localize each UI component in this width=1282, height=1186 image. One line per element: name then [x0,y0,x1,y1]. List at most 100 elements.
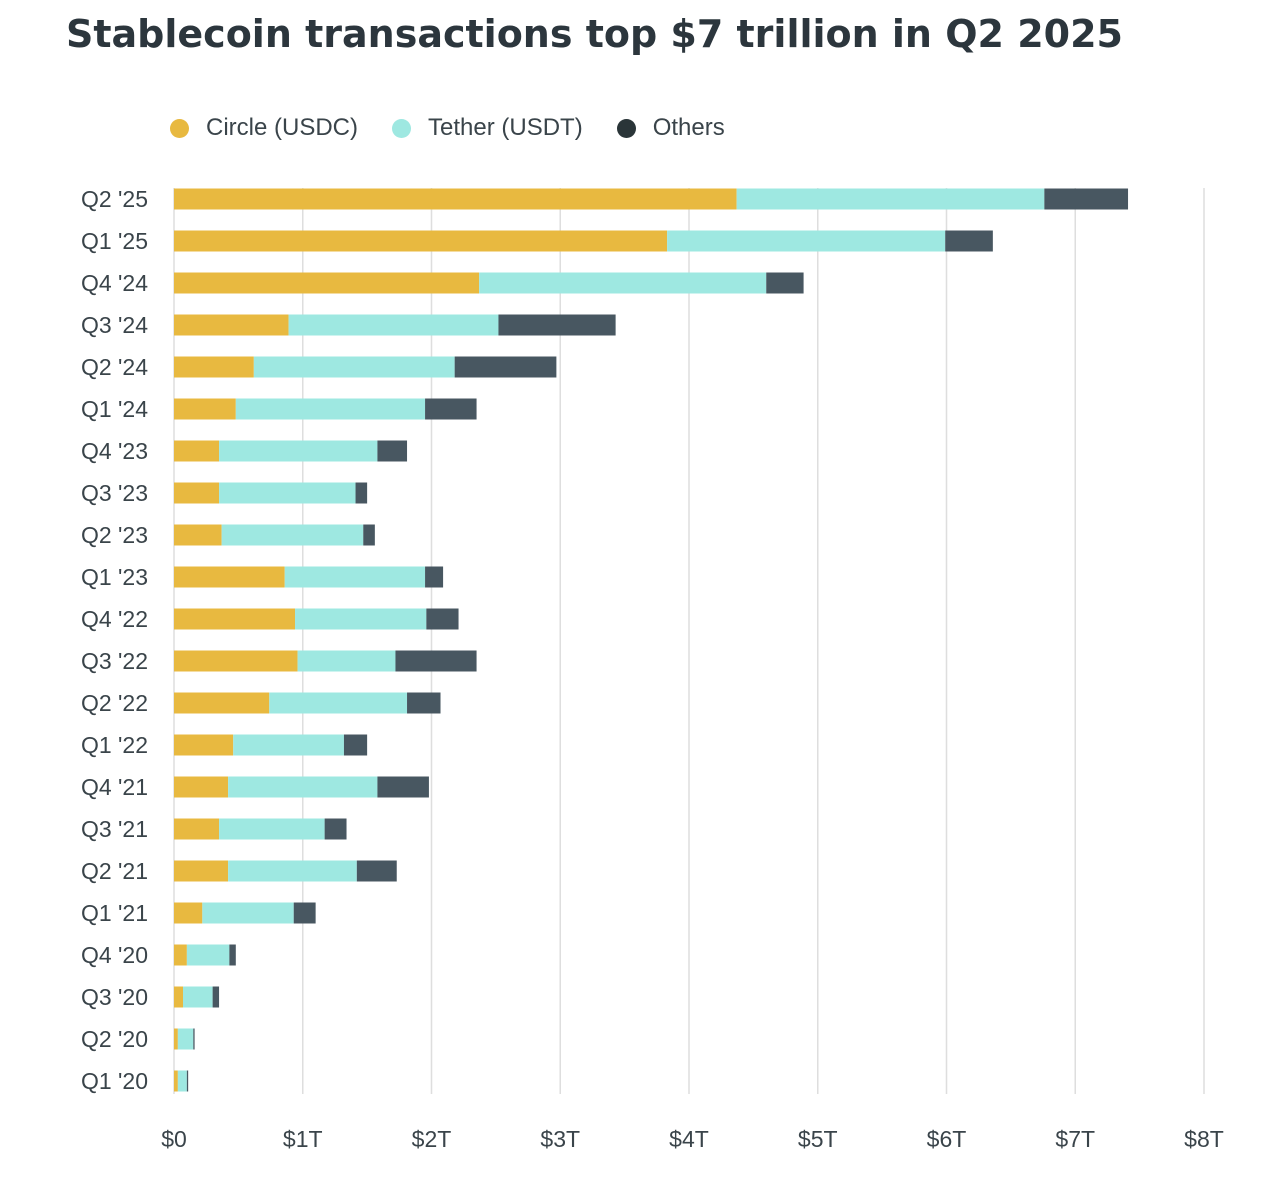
y-category-label: Q4 '20 [81,942,148,968]
chart-title: Stablecoin transactions top $7 trillion … [66,12,1123,56]
legend-label-others: Others [652,114,725,141]
y-category-label: Q2 '23 [81,522,148,548]
bar-segment-tether[interactable]: Q4 '22 Tether (USDT) [295,608,427,630]
bar-segment-circle[interactable]: Q2 '24 Circle (USDC) [174,356,254,378]
bar-segment-tether[interactable]: Q3 '24 Tether (USDT) [288,314,499,336]
bar-segment-others[interactable]: Q4 '21 Others [377,776,429,798]
bar-segment-circle[interactable]: Q1 '25 Circle (USDC) [174,230,668,252]
legend-item-circle[interactable]: Circle (USDC) [170,114,358,142]
bar-segment-tether[interactable]: Q4 '20 Tether (USDT) [186,944,230,966]
legend-item-others[interactable]: Others [616,114,725,142]
bar-segment-others[interactable]: Q1 '25 Others [945,230,993,252]
y-category-label: Q3 '23 [81,480,148,506]
bar-segment-tether[interactable]: Q2 '24 Tether (USDT) [253,356,455,378]
bar-segment-others[interactable]: Q3 '22 Others [395,650,477,672]
bar-segment-others[interactable]: Q2 '24 Others [454,356,557,378]
y-category-label: Q3 '20 [81,984,148,1010]
bar-segment-tether[interactable]: Q1 '20 Tether (USDT) [177,1070,187,1092]
bar-segment-tether[interactable]: Q4 '24 Tether (USDT) [479,272,767,294]
y-category-label: Q1 '21 [81,900,148,926]
y-category-label: Q2 '25 [81,186,148,212]
bar-segment-circle[interactable]: Q2 '23 Circle (USDC) [174,524,222,546]
bar-segment-circle[interactable]: Q4 '23 Circle (USDC) [174,440,220,462]
bar-segment-tether[interactable]: Q3 '23 Tether (USDT) [219,482,356,504]
bar-segment-others[interactable]: Q4 '24 Others [766,272,804,294]
x-tick-label: $7T [1055,1126,1095,1152]
legend-label-circle: Circle (USDC) [206,114,358,141]
bar-segment-circle[interactable]: Q3 '20 Circle (USDC) [174,986,184,1008]
bar-segment-tether[interactable]: Q2 '20 Tether (USDT) [177,1028,194,1050]
value-axis: $0 $1T $2T $3T $4T $5T $6T $7T $8T [161,1126,1224,1152]
bar-segment-others[interactable]: Q1 '22 Others [343,734,368,756]
bar-segment-others[interactable]: Q4 '23 Others [377,440,408,462]
bar-segment-tether[interactable]: Q3 '20 Tether (USDT) [183,986,213,1008]
legend-swatch-tether [392,118,411,138]
y-category-label: Q1 '20 [81,1068,148,1094]
y-category-label: Q1 '23 [81,564,148,590]
legend-item-tether[interactable]: Tether (USDT) [392,114,583,142]
x-tick-label: $0 [161,1126,187,1152]
y-category-label: Q2 '22 [81,690,148,716]
chart-legend: Circle (USDC) Tether (USDT) Others [170,114,725,142]
bar-segment-others[interactable]: Q4 '20 Others [229,944,236,966]
bar-segment-others[interactable]: Q3 '20 Others [212,986,220,1008]
bar-segment-tether[interactable]: Q2 '21 Tether (USDT) [228,860,357,882]
bar-segment-others[interactable]: Q3 '24 Others [498,314,616,336]
bar-segment-tether[interactable]: Q3 '21 Tether (USDT) [219,818,325,840]
y-category-label: Q2 '21 [81,858,148,884]
bar-segment-tether[interactable]: Q2 '22 Tether (USDT) [269,692,408,714]
bar-segment-circle[interactable]: Q4 '21 Circle (USDC) [174,776,229,798]
bar-segment-circle[interactable]: Q1 '20 Circle (USDC) [174,1070,178,1092]
bar-segment-circle[interactable]: Q4 '22 Circle (USDC) [174,608,296,630]
x-tick-label: $8T [1184,1126,1224,1152]
y-category-label: Q2 '20 [81,1026,148,1052]
bar-segment-circle[interactable]: Q3 '21 Circle (USDC) [174,818,220,840]
bar-segment-others[interactable]: Q3 '21 Others [324,818,347,840]
y-category-label: Q1 '24 [81,396,148,422]
bar-segment-others[interactable]: Q2 '23 Others [363,524,375,546]
bar-segment-circle[interactable]: Q4 '20 Circle (USDC) [174,944,187,966]
legend-label-tether: Tether (USDT) [428,114,583,141]
bar-segment-tether[interactable]: Q1 '22 Tether (USDT) [233,734,344,756]
bar-segment-circle[interactable]: Q2 '21 Circle (USDC) [174,860,229,882]
bar-segment-tether[interactable]: Q4 '23 Tether (USDT) [219,440,378,462]
bar-segment-circle[interactable]: Q3 '24 Circle (USDC) [174,314,289,336]
legend-swatch-circle [170,118,189,138]
y-category-label: Q3 '24 [81,312,148,338]
bar-segment-others[interactable]: Q2 '22 Others [407,692,441,714]
x-tick-label: $6T [927,1126,967,1152]
bar-segment-circle[interactable]: Q2 '20 Circle (USDC) [174,1028,178,1050]
bar-segment-others[interactable]: Q1 '24 Others [425,398,477,420]
bar-segment-tether[interactable]: Q1 '25 Tether (USDT) [667,230,946,252]
bar-segment-others[interactable]: Q1 '20 Others [186,1070,189,1092]
bar-segment-tether[interactable]: Q1 '23 Tether (USDT) [284,566,426,588]
bar-segment-tether[interactable]: Q1 '24 Tether (USDT) [235,398,426,420]
bar-segment-others[interactable]: Q2 '20 Others [193,1028,195,1050]
bar-segment-circle[interactable]: Q1 '24 Circle (USDC) [174,398,236,420]
bar-segment-others[interactable]: Q2 '25 Others [1044,188,1129,210]
bar-segment-others[interactable]: Q1 '21 Others [293,902,316,924]
bar-segment-tether[interactable]: Q1 '21 Tether (USDT) [202,902,294,924]
bar-segment-tether[interactable]: Q3 '22 Tether (USDT) [297,650,396,672]
bar-segment-others[interactable]: Q1 '23 Others [425,566,444,588]
x-tick-label: $5T [798,1126,838,1152]
bar-segment-circle[interactable]: Q2 '22 Circle (USDC) [174,692,270,714]
bar-segment-circle[interactable]: Q2 '25 Circle (USDC) [174,188,737,210]
bar-segment-circle[interactable]: Q1 '22 Circle (USDC) [174,734,234,756]
bar-segment-tether[interactable]: Q4 '21 Tether (USDT) [228,776,378,798]
bar-segment-tether[interactable]: Q2 '23 Tether (USDT) [221,524,364,546]
x-tick-label: $2T [412,1126,452,1152]
bar-segment-others[interactable]: Q4 '22 Others [426,608,459,630]
bar-segment-others[interactable]: Q3 '23 Others [355,482,368,504]
bar-segment-circle[interactable]: Q1 '21 Circle (USDC) [174,902,203,924]
y-category-label: Q3 '21 [81,816,148,842]
bar-segment-circle[interactable]: Q1 '23 Circle (USDC) [174,566,285,588]
bar-segment-circle[interactable]: Q3 '22 Circle (USDC) [174,650,298,672]
bar-segment-circle[interactable]: Q3 '23 Circle (USDC) [174,482,220,504]
bar-segment-tether[interactable]: Q2 '25 Tether (USDT) [736,188,1045,210]
bar-segment-others[interactable]: Q2 '21 Others [356,860,397,882]
bar-segment-circle[interactable]: Q4 '24 Circle (USDC) [174,272,480,294]
x-tick-label: $1T [283,1126,323,1152]
